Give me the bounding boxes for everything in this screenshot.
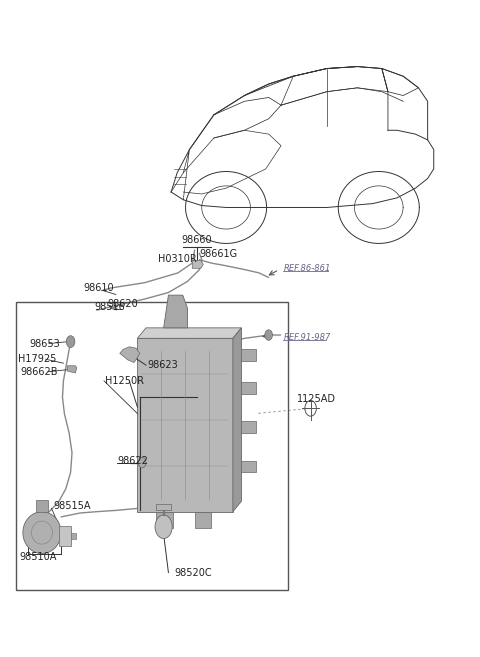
Text: 98660: 98660 <box>182 235 213 245</box>
Text: 98515A: 98515A <box>53 501 90 511</box>
Bar <box>59 526 71 546</box>
Bar <box>71 533 76 539</box>
Text: H17925: H17925 <box>18 354 57 364</box>
Polygon shape <box>23 512 61 554</box>
Bar <box>156 512 173 528</box>
Text: 98510A: 98510A <box>20 552 57 562</box>
Polygon shape <box>67 366 77 373</box>
Text: 98623: 98623 <box>147 360 178 370</box>
Polygon shape <box>120 347 140 363</box>
Text: H0310R: H0310R <box>158 254 197 264</box>
Text: 1125AD: 1125AD <box>297 394 336 403</box>
Text: 98661G: 98661G <box>199 249 238 259</box>
Polygon shape <box>137 338 233 512</box>
Bar <box>16 302 288 590</box>
Text: 98520C: 98520C <box>174 568 212 578</box>
Circle shape <box>138 457 146 468</box>
Text: 98662B: 98662B <box>21 367 58 376</box>
Polygon shape <box>137 328 241 338</box>
Bar <box>241 350 256 361</box>
Bar <box>241 421 256 433</box>
Polygon shape <box>192 260 203 268</box>
Text: 98516: 98516 <box>95 302 125 312</box>
Text: 98653: 98653 <box>29 338 60 349</box>
Text: H1250R: H1250R <box>106 376 144 386</box>
Text: 98622: 98622 <box>117 456 148 466</box>
Circle shape <box>155 515 172 539</box>
Polygon shape <box>156 504 171 510</box>
Text: 98620: 98620 <box>108 299 138 309</box>
Text: 98610: 98610 <box>84 283 114 293</box>
Circle shape <box>66 336 75 348</box>
Text: REF.91-987: REF.91-987 <box>283 332 331 342</box>
Polygon shape <box>233 328 241 512</box>
Circle shape <box>265 330 273 340</box>
Bar <box>241 382 256 394</box>
Text: REF.86-861: REF.86-861 <box>283 264 331 273</box>
Bar <box>36 500 48 512</box>
Polygon shape <box>164 295 188 328</box>
Bar <box>241 461 256 472</box>
Bar <box>195 512 211 528</box>
